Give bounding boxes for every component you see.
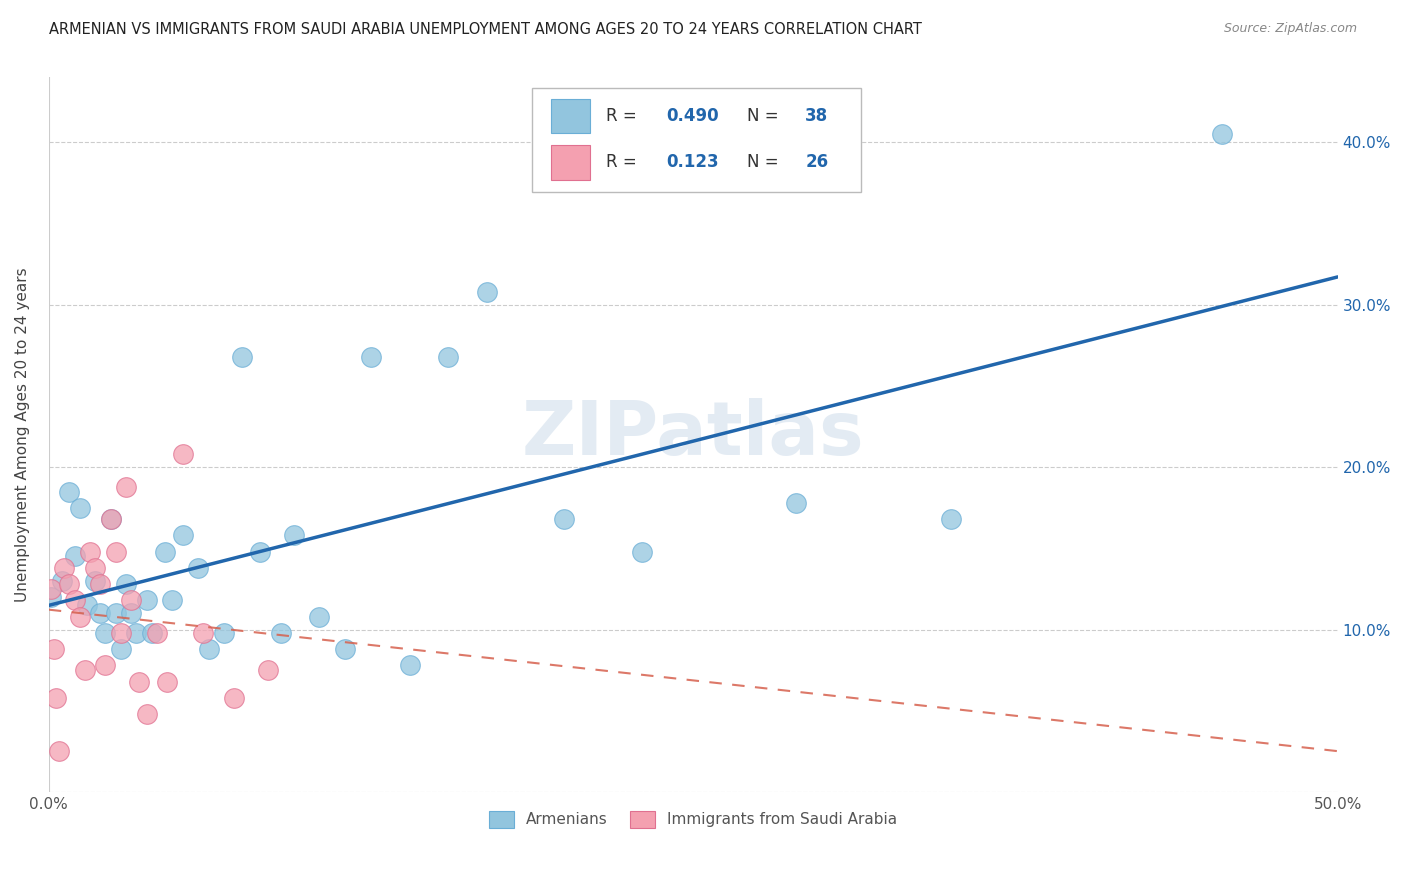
Point: [630, 544, 652, 558]
Point: [110, 625, 132, 640]
Y-axis label: Unemployment Among Ages 20 to 24 years: Unemployment Among Ages 20 to 24 years: [15, 268, 30, 602]
Point: [398, 658, 420, 673]
FancyBboxPatch shape: [551, 99, 591, 133]
Point: [41, 590, 63, 604]
Point: [125, 625, 148, 640]
Point: [785, 496, 807, 510]
Point: [120, 593, 142, 607]
Point: [1211, 128, 1233, 142]
Text: 0.123: 0.123: [666, 153, 718, 171]
Point: [76, 598, 98, 612]
Point: [94, 625, 117, 640]
Point: [270, 625, 292, 640]
Point: [257, 663, 280, 677]
Point: [172, 528, 194, 542]
Point: [45, 690, 67, 705]
Point: [128, 674, 150, 689]
Point: [63, 593, 86, 607]
Text: 38: 38: [806, 107, 828, 125]
Text: R =: R =: [606, 107, 641, 125]
Point: [53, 561, 76, 575]
Point: [69, 609, 91, 624]
Point: [146, 625, 169, 640]
Point: [84, 574, 107, 588]
Point: [335, 642, 357, 657]
Point: [63, 549, 86, 564]
FancyBboxPatch shape: [551, 145, 591, 179]
Point: [308, 609, 330, 624]
Point: [79, 544, 101, 558]
Point: [553, 512, 575, 526]
Point: [115, 577, 138, 591]
Point: [224, 690, 246, 705]
Point: [475, 285, 498, 299]
Point: [120, 607, 142, 621]
Point: [135, 593, 157, 607]
Point: [939, 512, 962, 526]
Point: [51, 574, 73, 588]
Point: [231, 350, 253, 364]
FancyBboxPatch shape: [531, 88, 860, 192]
Point: [110, 642, 132, 657]
Point: [156, 674, 179, 689]
Point: [89, 607, 111, 621]
Point: [212, 625, 235, 640]
Text: ZIPatlas: ZIPatlas: [522, 398, 865, 471]
Text: R =: R =: [606, 153, 647, 171]
Point: [89, 577, 111, 591]
Point: [437, 350, 460, 364]
Point: [58, 484, 80, 499]
Text: ARMENIAN VS IMMIGRANTS FROM SAUDI ARABIA UNEMPLOYMENT AMONG AGES 20 TO 24 YEARS : ARMENIAN VS IMMIGRANTS FROM SAUDI ARABIA…: [49, 22, 922, 37]
Point: [73, 663, 96, 677]
Point: [193, 625, 215, 640]
Point: [283, 528, 305, 542]
Point: [162, 593, 184, 607]
Point: [58, 577, 80, 591]
Point: [84, 561, 107, 575]
Text: 26: 26: [806, 153, 828, 171]
Text: N =: N =: [748, 153, 785, 171]
Point: [172, 447, 194, 461]
Point: [41, 582, 63, 596]
Point: [104, 607, 127, 621]
Point: [48, 744, 70, 758]
Point: [197, 642, 219, 657]
Point: [115, 480, 138, 494]
Text: N =: N =: [748, 107, 785, 125]
Point: [153, 544, 176, 558]
Text: Source: ZipAtlas.com: Source: ZipAtlas.com: [1223, 22, 1357, 36]
Text: 0.490: 0.490: [666, 107, 718, 125]
Point: [100, 512, 122, 526]
Point: [187, 561, 209, 575]
Point: [69, 500, 91, 515]
Legend: Armenians, Immigrants from Saudi Arabia: Armenians, Immigrants from Saudi Arabia: [484, 805, 904, 834]
Point: [100, 512, 122, 526]
Point: [135, 706, 157, 721]
Point: [104, 544, 127, 558]
Point: [360, 350, 382, 364]
Point: [94, 658, 117, 673]
Point: [249, 544, 271, 558]
Point: [141, 625, 163, 640]
Point: [42, 642, 65, 657]
